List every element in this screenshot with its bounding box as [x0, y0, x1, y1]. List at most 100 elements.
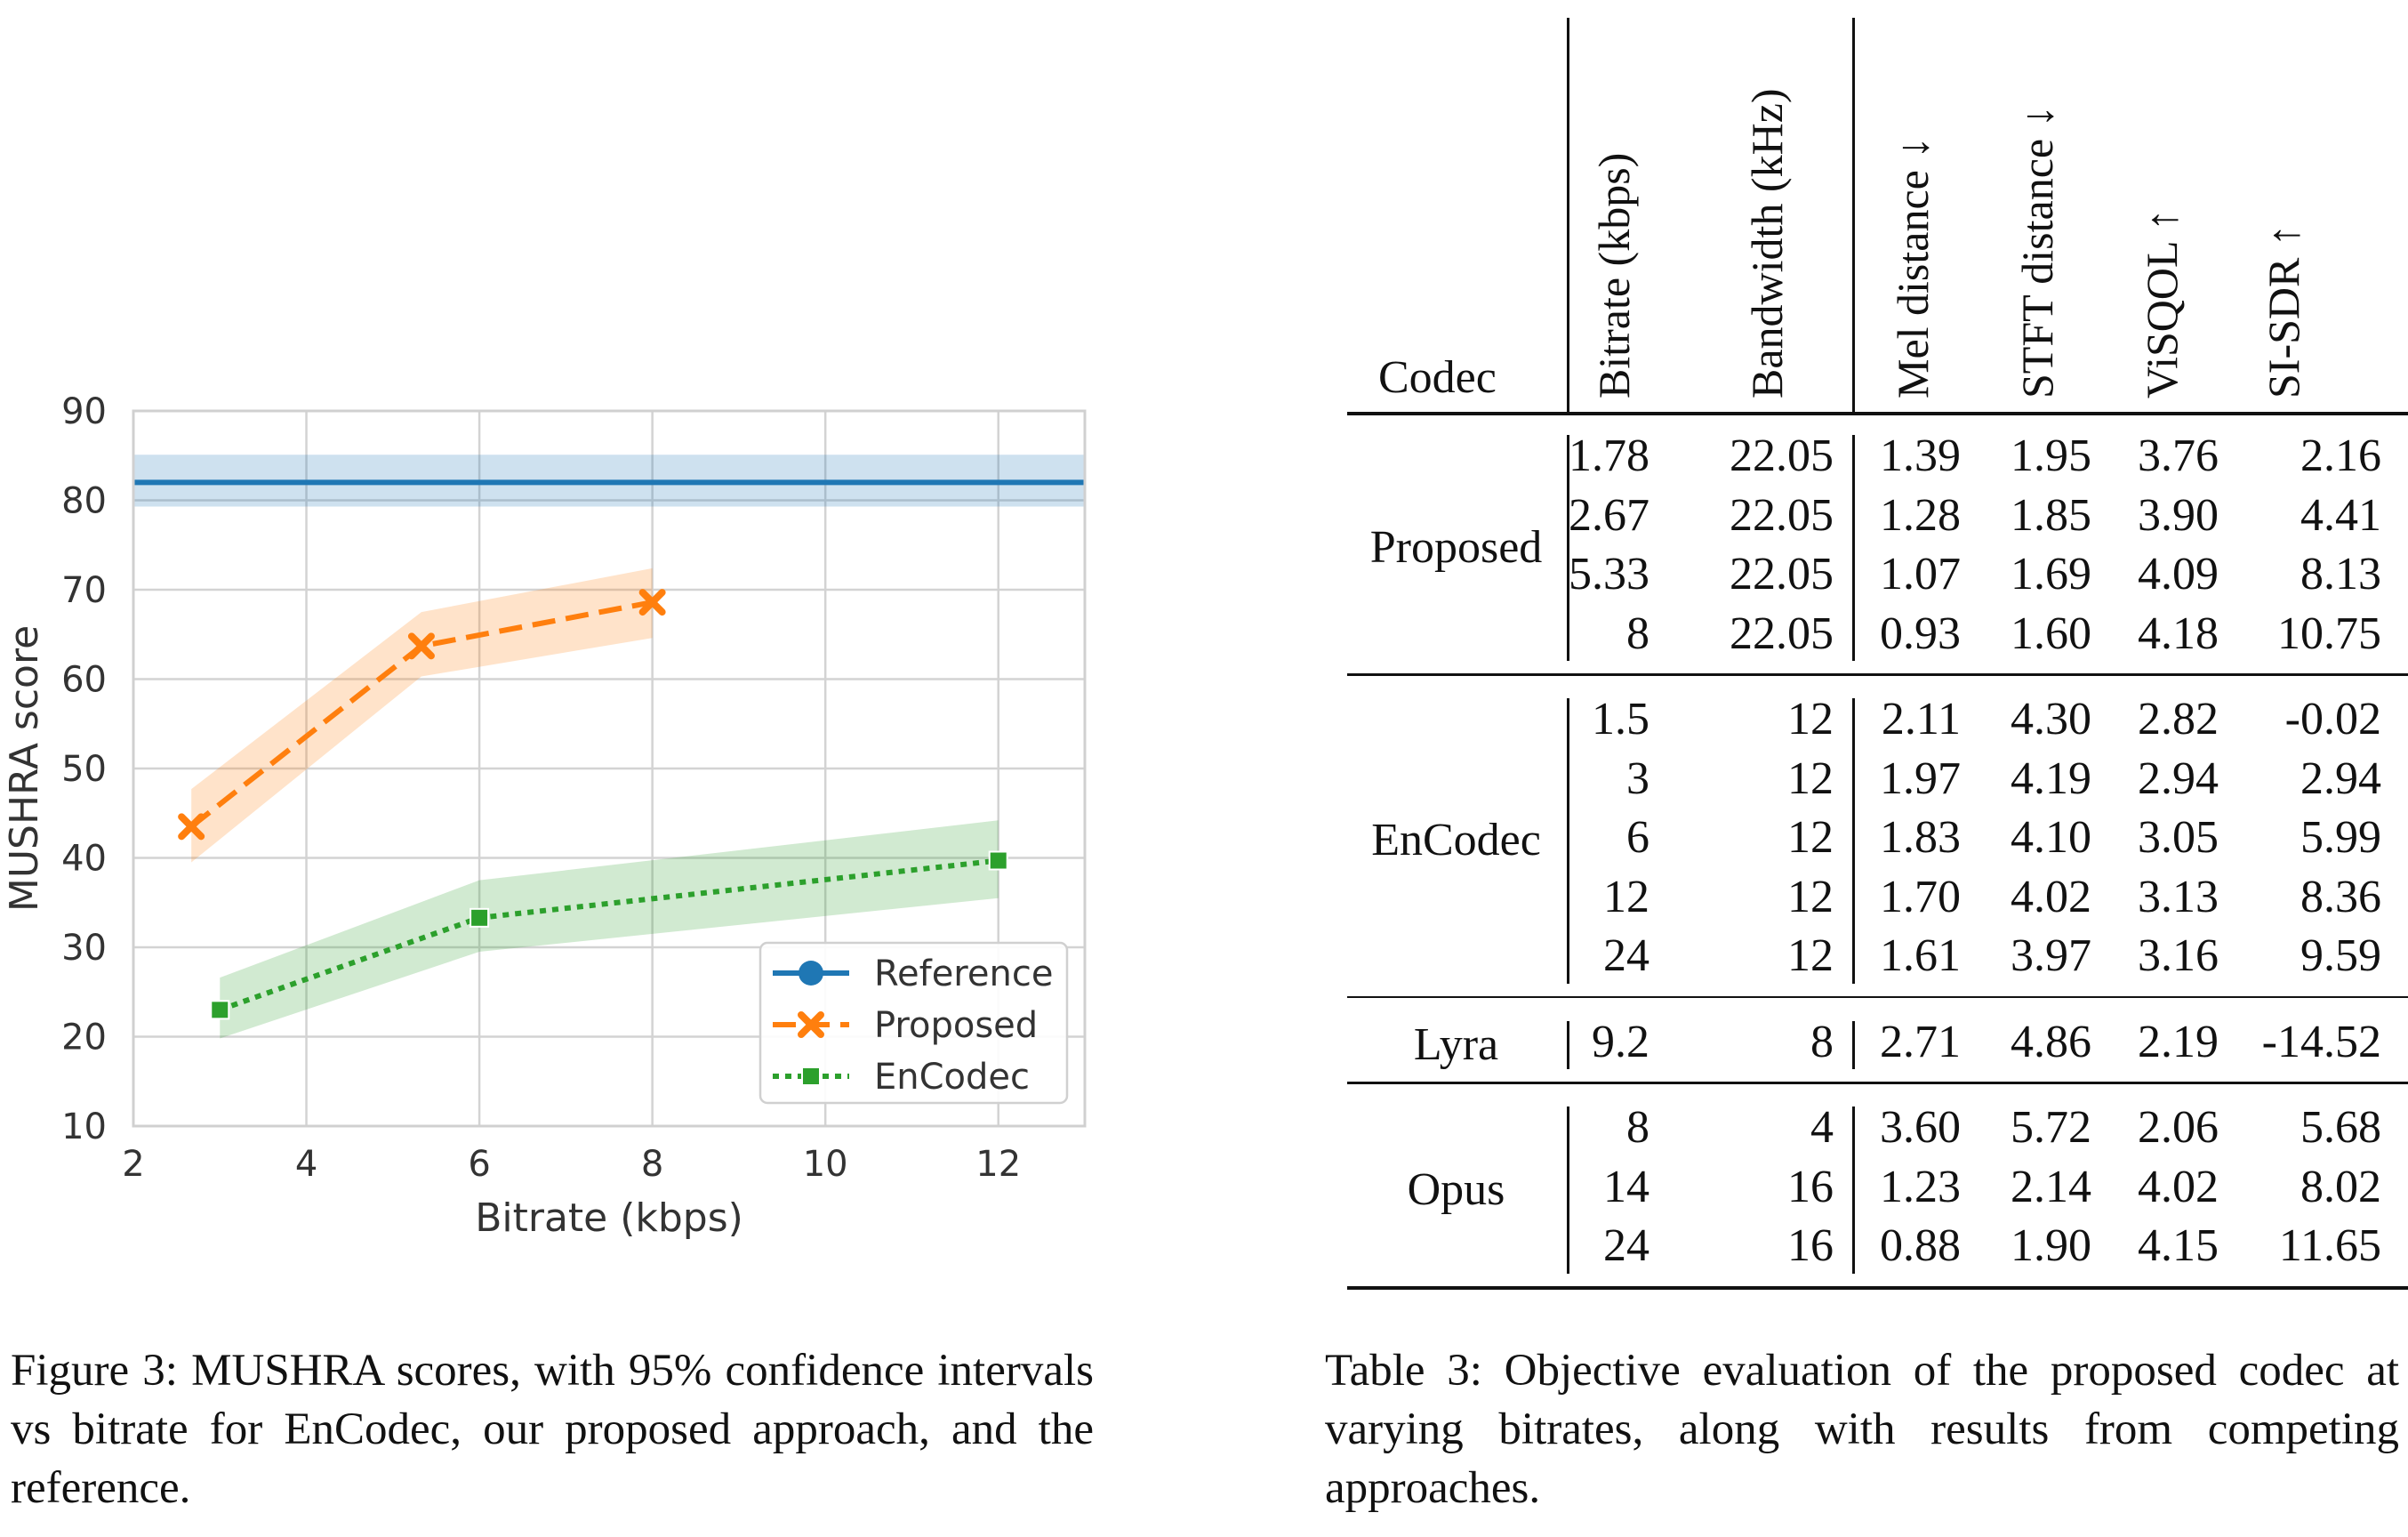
table-cell: 12 — [1787, 871, 1834, 922]
x-tick-label: 10 — [803, 1144, 848, 1185]
table-cell: 8.36 — [2300, 871, 2381, 922]
table-cell: 2.16 — [2300, 431, 2381, 481]
table-cell: 4.18 — [2138, 608, 2219, 659]
table-cell: 24 — [1603, 1220, 1649, 1271]
legend-encodec-label: EnCodec — [874, 1057, 1030, 1098]
mushra-chart: 2 4 6 8 10 12 10 20 30 40 50 60 70 80 90 Bitrate (kbps… — [2, 391, 1087, 1241]
tick-labels: 2 4 6 8 10 12 10 20 30 40 50 60 70 80 90 — [61, 391, 1021, 1185]
proposed-point — [178, 813, 205, 841]
table-cell: 11.65 — [2278, 1220, 2381, 1271]
table-cell: 4.09 — [2138, 549, 2219, 600]
table-cell: -14.52 — [2261, 1016, 2381, 1067]
x-tick-label: 4 — [295, 1144, 317, 1185]
table-cell: 5.99 — [2300, 812, 2381, 863]
table-cell: 4 — [1810, 1102, 1834, 1153]
table-cell: 4.15 — [2138, 1220, 2219, 1271]
legend-proposed-marker — [798, 1011, 824, 1038]
table-cell: 1.23 — [1880, 1161, 1961, 1212]
table-cell: 2.71 — [1880, 1016, 1961, 1067]
table-cell: 3.16 — [2138, 930, 2219, 981]
table-cell: 24 — [1603, 930, 1649, 981]
header-rule — [1852, 18, 1855, 414]
table-cell: 14 — [1603, 1161, 1649, 1212]
table-cell: 4.10 — [2011, 812, 2091, 863]
table-cell: 1.90 — [2011, 1220, 2091, 1271]
group-separator — [1347, 1082, 2408, 1084]
group-rule — [1567, 698, 1569, 984]
plot-frame — [132, 409, 1087, 1128]
group-separator — [1347, 673, 2408, 676]
table-cell: 3.76 — [2138, 431, 2219, 481]
table-cell: 16 — [1787, 1220, 1834, 1271]
legend-proposed-label: Proposed — [874, 1005, 1038, 1046]
table-caption: Table 3: Objective evaluation of the pro… — [1325, 1346, 2399, 1513]
table-cell: 1.28 — [1880, 489, 1961, 541]
table-cell: 1.39 — [1880, 431, 1961, 481]
column-header: ViSQOL ↑ — [2137, 208, 2187, 398]
legend: Reference Proposed EnCodec — [759, 941, 1069, 1105]
table-cell: 1.83 — [1880, 812, 1961, 863]
table-cell: 8.13 — [2300, 549, 2381, 600]
y-tick-label: 50 — [61, 749, 107, 790]
group-separator — [1347, 995, 2408, 998]
column-header: STFT distance ↓ — [2012, 105, 2062, 398]
x-tick-label: 12 — [975, 1144, 1021, 1185]
figure-caption: Figure 3: MUSHRA scores, with 95% confid… — [11, 1346, 1094, 1513]
table-cell: 2.19 — [2138, 1016, 2219, 1067]
y-tick-label: 80 — [61, 481, 107, 522]
table-cell: 3.13 — [2138, 871, 2219, 922]
table-cell: 2.67 — [1569, 489, 1649, 541]
table-cell: 5.72 — [2011, 1102, 2091, 1153]
table-cell: 3.60 — [1880, 1102, 1961, 1153]
y-tick-label: 30 — [61, 928, 107, 969]
table-cell: 22.05 — [1730, 549, 1834, 600]
group-rule — [1567, 1106, 1569, 1274]
table-cell: 1.78 — [1569, 431, 1649, 481]
y-tick-label: 10 — [61, 1106, 107, 1147]
table-cell: 4.86 — [2011, 1016, 2091, 1067]
table-cell: 0.93 — [1880, 608, 1961, 659]
table-cell: 12 — [1787, 930, 1834, 981]
y-tick-label: 70 — [61, 570, 107, 611]
table-cell: 22.05 — [1730, 431, 1834, 481]
table-cell: 3.97 — [2011, 930, 2091, 981]
codec-name-opus: Opus — [1407, 1163, 1505, 1215]
group-rule — [1567, 435, 1569, 661]
grid-lines — [132, 409, 1085, 1128]
encodec-ci-band — [220, 820, 999, 1039]
table-cell: 12 — [1787, 812, 1834, 863]
group-rule — [1852, 435, 1855, 661]
table-cell: 1.60 — [2011, 608, 2091, 659]
table-cell: 3.05 — [2138, 812, 2219, 863]
table-cell: 4.41 — [2300, 489, 2381, 541]
y-axis-label: MUSHRA score — [2, 625, 47, 912]
group-rule — [1852, 698, 1855, 984]
table-cell: 9.59 — [2300, 930, 2381, 981]
group-rule — [1852, 1020, 1855, 1069]
table-cell: 8.02 — [2300, 1161, 2381, 1212]
table-cell: 6 — [1626, 812, 1649, 863]
encodec-point — [470, 907, 490, 928]
header-rule — [1567, 18, 1569, 414]
table-cell: 2.14 — [2011, 1161, 2091, 1212]
table-cell: 4.02 — [2011, 871, 2091, 922]
table-cell: 12 — [1603, 871, 1649, 922]
table-cell: 1.5 — [1592, 694, 1649, 744]
column-header: Bitrate (kbps) — [1589, 152, 1639, 398]
table-cell: 1.70 — [1880, 871, 1961, 922]
column-header: Bandwidth (kHz) — [1742, 88, 1792, 398]
x-tick-label: 2 — [122, 1144, 144, 1185]
table-cell: 5.33 — [1569, 549, 1649, 600]
table-cell: 5.68 — [2300, 1102, 2381, 1153]
table-cell: 12 — [1787, 694, 1834, 744]
encodec-point — [988, 850, 1008, 871]
table-cell: 4.30 — [2011, 694, 2091, 744]
table-cell: 3.90 — [2138, 489, 2219, 541]
y-tick-label: 20 — [61, 1018, 107, 1058]
table-cell: 2.06 — [2138, 1102, 2219, 1153]
table-cell: 1.07 — [1880, 549, 1961, 600]
series-markers — [178, 589, 1008, 1020]
table-cell: 10.75 — [2277, 608, 2381, 659]
table-cell: 22.05 — [1730, 489, 1834, 541]
mushra-figure: 2 4 6 8 10 12 10 20 30 40 50 60 70 80 90 Bitrate (kbps… — [0, 374, 1103, 1263]
